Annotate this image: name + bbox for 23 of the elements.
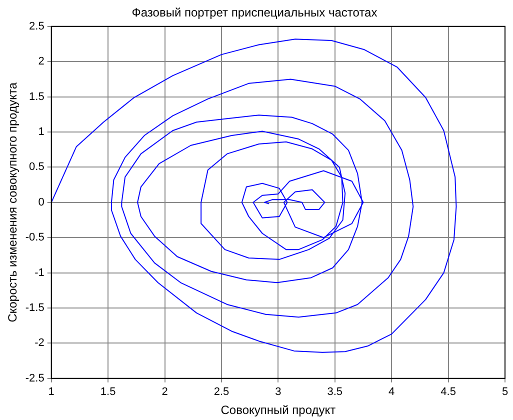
y-tick-label: 2.5 xyxy=(29,20,44,32)
x-axis-title: Совокупный продукт xyxy=(220,403,336,418)
x-tick-label: 2 xyxy=(162,386,168,398)
x-tick-label: 3 xyxy=(275,386,282,398)
x-tick-label: 4 xyxy=(388,386,395,398)
y-tick-label: 1 xyxy=(38,126,44,138)
y-tick-label: -1 xyxy=(34,266,44,279)
x-tick-label: 2.5 xyxy=(214,386,230,398)
x-tick-label: 3.5 xyxy=(327,386,343,398)
y-tick-label: -1.5 xyxy=(25,302,44,314)
y-tick-label: -2.5 xyxy=(25,372,44,384)
x-tick-label: 1.5 xyxy=(100,386,116,398)
y-tick-label: 2 xyxy=(38,56,44,68)
y-tick-label: 0.5 xyxy=(29,161,44,174)
x-tick-label: 1 xyxy=(48,386,54,398)
y-axis-title: Скорость изменения совокупного продукта xyxy=(6,82,20,322)
y-tick-label: 0 xyxy=(38,196,44,208)
y-tick-label: -0.5 xyxy=(25,232,44,244)
x-tick-label: 5 xyxy=(502,386,508,398)
y-tick-label: 1.5 xyxy=(29,90,44,103)
chart-title: Фазовый портрет приспециальных частотах xyxy=(132,6,378,20)
y-tick-label: -2 xyxy=(34,337,44,350)
x-tick-label: 4.5 xyxy=(440,386,456,398)
